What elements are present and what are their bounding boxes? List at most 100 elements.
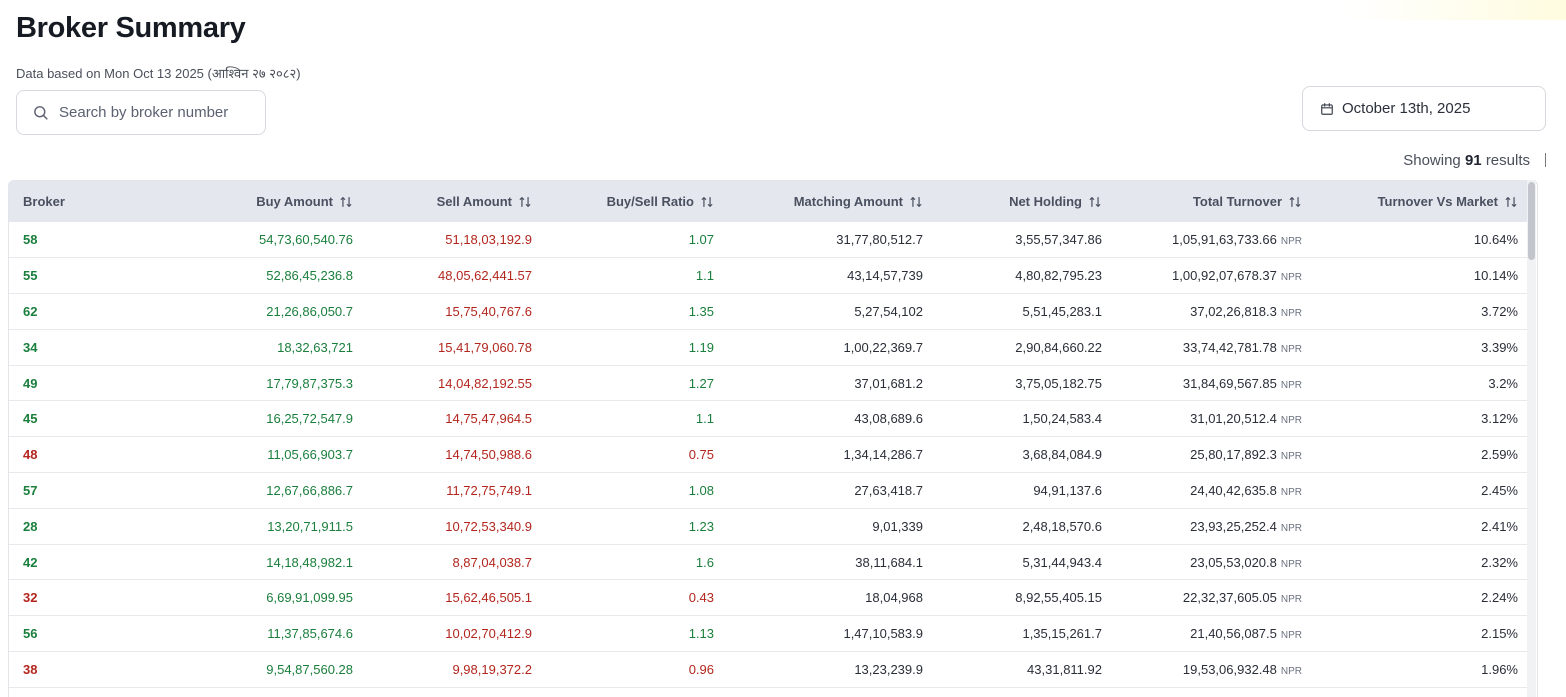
matching-amount-cell: 18,04,968 [724,580,933,616]
net-holding-cell: 2,90,84,660.22 [933,329,1112,365]
search-box[interactable] [16,90,266,135]
total-turnover-cell: 24,40,42,635.8 NPR [1112,473,1312,509]
total-turnover-cell-value: 22,32,37,605.05 [1182,590,1277,606]
column-header-net-holding[interactable]: Net Holding [933,181,1112,222]
results-number: 91 [1464,152,1482,169]
sort-icon[interactable] [1504,195,1518,209]
column-header-label: Buy Amount [256,193,333,209]
table-row[interactable]: 38 9,54,87,560.28 9,98,19,372.2 0.96 13,23,2… [9,652,1528,688]
sell-amount-cell-value: 9,98,19,372.2 [452,661,532,677]
turnover-vs-market-cell-value: 1.96% [1481,661,1518,677]
buy-amount-cell-value: 14,18,48,982.1 [266,554,353,570]
sell-amount-cell: 15,41,79,060.78 [363,329,542,365]
sell-amount-cell: 48,05,62,441.57 [363,258,542,294]
vertical-scrollbar[interactable] [1527,180,1536,697]
sell-amount-cell-value: 15,41,79,060.78 [438,339,532,355]
buy-sell-ratio-cell-value: 1.6 [695,554,714,570]
total-turnover-cell-value: 1,00,92,07,678.37 [1172,268,1277,284]
column-header-total-turnover[interactable]: Total Turnover [1112,181,1312,222]
net-holding-cell-value: 8,92,55,405.15 [1015,590,1102,606]
table-row[interactable]: 49 17,79,87,375.3 14,04,82,192.55 1.27 37,01… [9,365,1528,401]
sort-icon[interactable] [518,195,532,209]
column-header-label: Sell Amount [436,193,512,209]
broker-number-cell-value: 57 [23,482,38,498]
net-holding-cell-value: 3,68,84,084.9 [1022,447,1102,463]
turnover-vs-market-cell-value: 2.32% [1481,554,1518,570]
buy-amount-cell: 12,67,66,886.7 [149,473,363,509]
sort-icon[interactable] [1288,195,1302,209]
table-row[interactable]: 32 6,69,91,099.95 15,62,46,505.1 0.43 18,04,… [9,580,1528,616]
column-header-label: Net Holding [1009,193,1082,209]
column-header-turnover-vs-market[interactable]: Turnover Vs Market [1312,181,1528,222]
table-row[interactable]: 55 52,86,45,236.8 48,05,62,441.57 1.1 43,14,… [9,258,1528,294]
matching-amount-cell-value: 1,34,14,286.7 [843,447,923,463]
broker-number-cell-value: 49 [23,375,38,391]
table-row[interactable]: 28 13,20,71,911.5 10,72,53,340.9 1.23 9,01,3… [9,508,1528,545]
table-row[interactable]: 57 12,67,66,886.7 11,72,75,749.1 1.08 27,63,… [9,473,1528,509]
table-row[interactable]: 42 14,18,48,982.1 8,87,04,038.7 1.6 38,11,68… [9,544,1528,580]
turnover-vs-market-cell: 3.12% [1312,401,1528,437]
sort-icon[interactable] [700,195,714,209]
sell-amount-cell: 15,75,40,767.6 [363,294,542,330]
sort-icon[interactable] [1088,195,1102,209]
buy-amount-cell-value: 21,26,86,050.7 [266,303,353,319]
table-row[interactable]: 58 54,73,60,540.76 51,18,03,192.9 1.07 31,77… [9,222,1528,258]
turnover-vs-market-cell: 2.15% [1312,616,1528,652]
turnover-vs-market-cell-value: 3.2% [1488,375,1518,391]
total-turnover-cell-value: 25,80,17,892.3 [1190,447,1277,463]
matching-amount-cell-value: 1,47,10,583.9 [843,626,923,642]
broker-number-cell: 62 [9,294,149,330]
sell-amount-cell: 8,87,04,038.7 [363,544,542,580]
column-header-buy-amount[interactable]: Buy Amount [149,181,363,222]
matching-amount-cell: 37,01,681.2 [724,365,933,401]
buy-amount-cell-value: 9,54,87,560.28 [266,661,353,677]
matching-amount-cell: 43,14,57,739 [724,258,933,294]
buy-amount-cell: 11,37,85,674.6 [149,616,363,652]
buy-sell-ratio-cell-value: 1.13 [688,626,714,642]
column-header-sell-amount[interactable]: Sell Amount [363,181,542,222]
buy-sell-ratio-cell: 0.96 [542,652,724,688]
column-header-buy-sell-ratio[interactable]: Buy/Sell Ratio [542,181,724,222]
currency-label: NPR [1280,522,1302,534]
matching-amount-cell: 1,34,14,286.7 [724,437,933,473]
matching-amount-cell: 5,27,54,102 [724,294,933,330]
scrollbar-thumb[interactable] [1528,182,1535,260]
total-turnover-cell-value: 21,40,56,087.5 [1190,626,1277,642]
buy-sell-ratio-cell-value: 1.1 [695,268,714,284]
broker-number-cell: 45 [9,401,149,437]
net-holding-cell-value: 2,90,84,660.22 [1015,339,1102,355]
search-icon [34,106,48,120]
column-header-label: Broker [23,194,65,209]
table-row[interactable]: 48 11,05,66,903.7 14,74,50,988.6 0.75 1,34,1… [9,437,1528,473]
date-picker-button[interactable]: October 13th, 2025 [1302,86,1546,131]
table-row[interactable]: 62 21,26,86,050.7 15,75,40,767.6 1.35 5,27,5… [9,294,1528,330]
matching-amount-cell-value: 43,14,57,739 [847,268,923,284]
date-picker-label: October 13th, 2025 [1342,100,1471,117]
currency-label: NPR [1280,236,1302,248]
buy-sell-ratio-cell-value: 0.43 [688,590,714,606]
broker-number-cell: 38 [9,652,149,688]
broker-number-cell-value: 55 [23,268,38,284]
turnover-vs-market-cell-value: 2.15% [1481,626,1518,642]
sort-icon[interactable] [339,195,353,209]
matching-amount-cell-value: 9,01,339 [872,518,923,534]
sell-amount-cell-value: 10,72,53,340.9 [445,518,532,534]
sort-icon[interactable] [909,195,923,209]
divider [1545,153,1546,167]
broker-number-cell-value: 34 [23,339,38,355]
net-holding-cell: 3,75,05,182.75 [933,365,1112,401]
net-holding-cell-value: 2,48,18,570.6 [1022,518,1102,534]
matching-amount-cell-value: 37,01,681.2 [854,375,923,391]
buy-sell-ratio-cell: 1.35 [542,294,724,330]
turnover-vs-market-cell-value: 3.39% [1481,339,1518,355]
total-turnover-cell: 1,05,91,63,733.66 NPR [1112,222,1312,258]
broker-number-cell: 55 [9,258,149,294]
column-header-matching-amount[interactable]: Matching Amount [724,181,933,222]
table-row[interactable]: 34 18,32,63,721 15,41,79,060.78 1.19 1,00,22… [9,329,1528,366]
search-input[interactable] [59,104,239,121]
table-row[interactable]: 45 16,25,72,547.9 14,75,47,964.5 1.1 43,08,6… [9,401,1528,437]
buy-sell-ratio-cell-value: 1.19 [688,339,714,355]
net-holding-cell: 94,91,137.6 [933,473,1112,509]
table-row[interactable]: 56 11,37,85,674.6 10,02,70,412.9 1.13 1,47,1… [9,616,1528,652]
turnover-vs-market-cell: 2.45% [1312,473,1528,509]
